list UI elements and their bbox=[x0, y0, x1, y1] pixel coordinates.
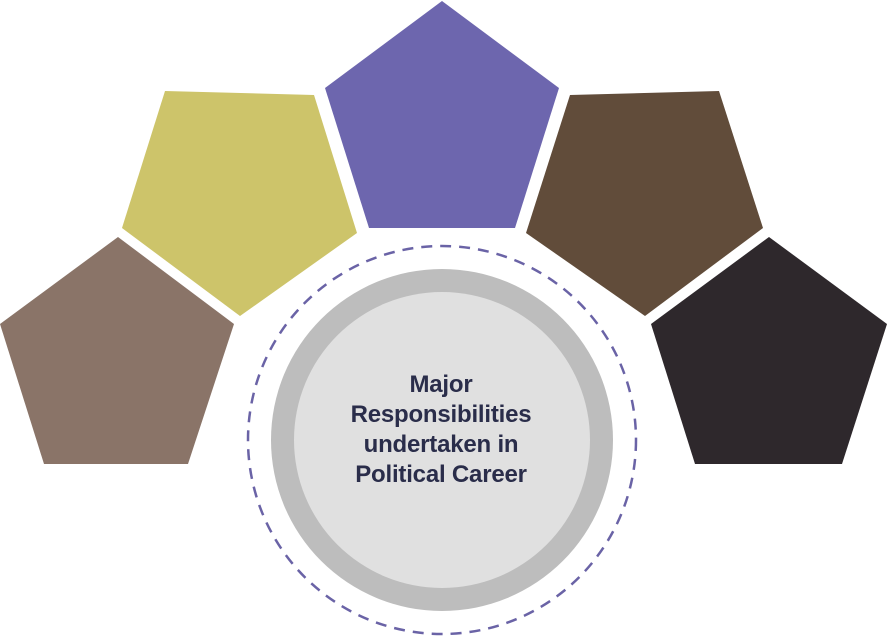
center-title-line-4: Political Career bbox=[355, 461, 527, 488]
pentagon-purple bbox=[325, 1, 559, 228]
center-title-line-1: Major bbox=[409, 371, 473, 398]
center-title: Major Responsibilities undertaken in Pol… bbox=[321, 370, 561, 490]
pentagon-brown bbox=[526, 91, 763, 316]
pentagon-olive bbox=[122, 91, 357, 316]
pentagon-dark bbox=[651, 237, 887, 464]
pentagon-taupe bbox=[0, 237, 234, 464]
inner-disc bbox=[294, 292, 590, 588]
center-title-line-3: undertaken in bbox=[363, 431, 519, 458]
center-title-line-2: Responsibilities bbox=[350, 401, 532, 428]
